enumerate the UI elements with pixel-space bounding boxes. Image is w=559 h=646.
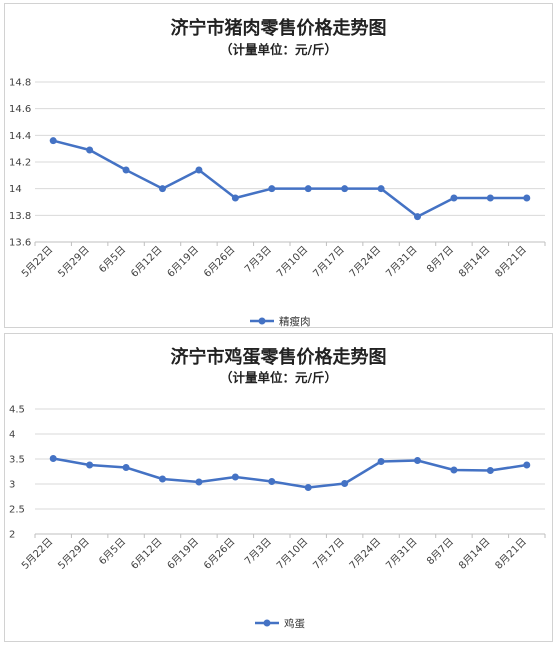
x-tick-label: 7月17日 (311, 244, 347, 280)
data-point (486, 194, 494, 202)
data-point (341, 185, 349, 193)
x-tick-label: 8月14日 (456, 244, 492, 280)
data-point (377, 458, 385, 465)
data-point (159, 185, 166, 193)
chart-title: 济宁市猪肉零售价格走势图 (170, 18, 387, 39)
data-point (486, 467, 494, 474)
data-point (450, 466, 458, 474)
y-tick-label: 14.8 (9, 78, 31, 89)
data-point (268, 185, 276, 193)
chart-subtitle: （计量单位：元/斤） (219, 370, 338, 385)
x-tick-label: 8月21日 (493, 536, 529, 572)
x-tick-label: 7月10日 (274, 536, 310, 572)
data-point (122, 166, 130, 174)
x-tick-label: 6月5日 (97, 536, 129, 568)
series-line (52, 457, 527, 489)
x-tick-label: 7月24日 (347, 244, 383, 280)
legend-marker (263, 619, 271, 627)
data-point (523, 461, 531, 469)
data-point (268, 478, 276, 485)
pork-chart-svg: 13.6 13.8 14 14.2 14.4 14.6 14.8 5月22日 5月29日 6月5日… (9, 78, 546, 328)
chart-subtitle: （计量单位：元/斤） (219, 42, 338, 57)
data-point (49, 137, 57, 145)
y-tick-label: 2.5 (9, 505, 25, 516)
data-point (195, 166, 203, 174)
x-tick-label: 5月22日 (19, 536, 55, 572)
y-tick-label: 3.5 (9, 455, 25, 466)
data-point (122, 464, 130, 471)
legend-label: 精瘦肉 (279, 315, 311, 328)
x-tick-label: 7月31日 (383, 244, 419, 280)
data-point (414, 457, 421, 464)
y-tick-label: 2 (9, 530, 15, 541)
y-tick-label: 13.6 (9, 238, 31, 249)
x-tick-label: 7月31日 (383, 536, 419, 572)
x-tick-label: 8月7日 (424, 244, 456, 276)
data-point (523, 194, 531, 202)
x-tick-label: 8月21日 (493, 244, 529, 280)
data-point (377, 185, 385, 193)
x-tick-label: 6月19日 (165, 536, 201, 572)
data-point (304, 185, 312, 193)
x-tick-label: 6月12日 (128, 536, 164, 572)
x-tick-label: 8月14日 (456, 536, 492, 572)
x-tick-label: 6月26日 (201, 244, 237, 280)
egg-chart-svg: 2 2.5 3 3.5 4 4.5 5月22日 5月29日 6月5日 6月12日 6月19日 6月26… (9, 405, 546, 630)
legend-label: 鸡蛋 (284, 617, 305, 630)
data-point (195, 478, 203, 486)
data-point (86, 146, 94, 154)
y-tick-label: 4.5 (9, 405, 25, 416)
x-tick-label: 7月3日 (242, 244, 274, 276)
y-tick-label: 3 (9, 480, 15, 491)
data-point (450, 194, 458, 202)
egg-chart-panel: 济宁市鸡蛋零售价格走势图 （计量单位：元/斤） 2 2.5 3 3.5 4 4.5 5月22… (4, 333, 553, 642)
x-tick-label: 5月29日 (56, 536, 92, 572)
y-tick-label: 13.8 (9, 211, 31, 222)
x-tick-label: 8月7日 (424, 536, 456, 568)
x-tick-label: 5月22日 (19, 244, 55, 280)
pork-chart-panel: 济宁市猪肉零售价格走势图 （计量单位：元/斤） 13.6 13.8 14 14.2 14… (4, 3, 553, 328)
x-tick-label: 6月12日 (128, 244, 164, 280)
x-tick-label: 7月3日 (242, 536, 274, 568)
data-point (231, 473, 239, 481)
x-tick-label: 7月24日 (347, 536, 383, 572)
data-point (414, 213, 421, 221)
y-tick-label: 14.4 (9, 131, 31, 142)
series-line (52, 139, 527, 218)
x-tick-label: 6月5日 (97, 244, 129, 276)
data-point (341, 480, 349, 487)
data-point (86, 461, 94, 469)
chart-title: 济宁市鸡蛋零售价格走势图 (170, 347, 387, 368)
data-point (49, 455, 57, 462)
y-tick-label: 14.2 (9, 158, 31, 169)
x-tick-label: 6月19日 (165, 244, 201, 280)
x-tick-label: 7月17日 (311, 536, 347, 572)
y-tick-label: 4 (9, 430, 15, 441)
data-point (159, 475, 166, 483)
y-tick-label: 14.6 (9, 104, 31, 115)
x-tick-label: 7月10日 (274, 244, 310, 280)
y-tick-label: 14 (9, 184, 22, 195)
data-point (231, 194, 239, 202)
data-point (304, 484, 312, 491)
legend-marker (258, 317, 266, 325)
x-tick-label: 6月26日 (201, 536, 237, 572)
x-tick-label: 5月29日 (56, 244, 92, 280)
